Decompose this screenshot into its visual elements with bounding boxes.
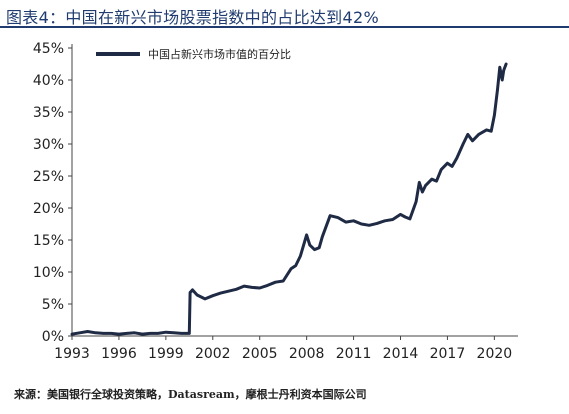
- source-note: 来源：美国银行全球投资策略，Datasream，摩根士丹利资本国际公司: [14, 388, 367, 401]
- series-line-0: [70, 62, 508, 336]
- x-tick-label: 1996: [101, 346, 137, 362]
- y-tick-label: 45%: [33, 41, 64, 57]
- x-tick-label: 2017: [430, 346, 466, 362]
- y-tick-label: 0%: [42, 329, 64, 345]
- y-tick-label: 10%: [33, 265, 64, 281]
- x-tick-label: 2008: [289, 346, 325, 362]
- figure-title: 图表4：中国在新兴市场股票指数中的占比达到42%: [6, 8, 379, 27]
- x-tick-label: 2014: [383, 346, 419, 362]
- x-tick-label: 1999: [148, 346, 184, 362]
- x-tick-label: 1993: [54, 346, 90, 362]
- y-tick-label: 35%: [33, 105, 64, 121]
- y-tick-label: 25%: [33, 169, 64, 185]
- x-tick-label: 2011: [336, 346, 372, 362]
- line-chart: 0% 5% 10% 15% 20% 25% 30% 35% 40% 45% 1993 1996 1999…: [33, 41, 518, 362]
- y-tick-label: 20%: [33, 201, 64, 217]
- y-tick-label: 5%: [42, 297, 64, 313]
- x-tick-label: 2020: [477, 346, 513, 362]
- y-tick-label: 30%: [33, 137, 64, 153]
- y-tick-label: 15%: [33, 233, 64, 249]
- legend-label: 中国占新兴市场市值的百分比: [148, 47, 291, 61]
- x-tick-label: 2005: [242, 346, 278, 362]
- x-tick-label: 2002: [195, 346, 231, 362]
- title-divider: [0, 26, 569, 28]
- y-tick-label: 40%: [33, 73, 64, 89]
